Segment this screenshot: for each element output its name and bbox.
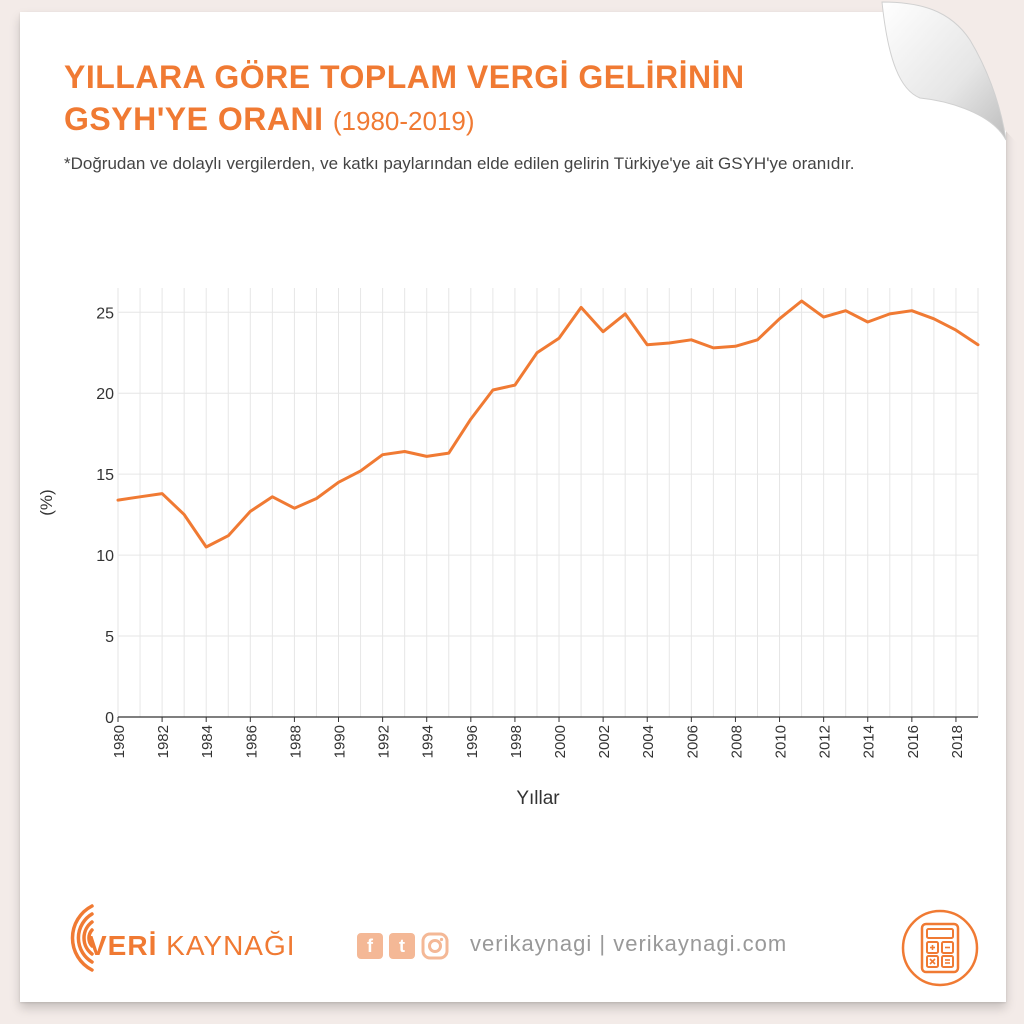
x-tick-label: 1998	[508, 725, 525, 758]
data-point	[139, 495, 142, 498]
data-point	[932, 317, 935, 320]
y-tick-label: 20	[96, 386, 114, 403]
data-point	[491, 388, 494, 391]
x-tick-label: 1992	[376, 725, 393, 758]
chart-title-main: YILLARA GÖRE TOPLAM VERGİ GELİRİNİN GSYH…	[64, 59, 745, 137]
x-tick-label: 2008	[728, 725, 745, 758]
data-point	[205, 546, 208, 549]
data-point	[183, 513, 186, 516]
x-tick-label: 2016	[905, 725, 922, 758]
chart-title-years: (1980-2019)	[332, 106, 475, 136]
y-tick-label: 0	[105, 710, 114, 727]
chart-subtitle: *Doğrudan ve dolaylı vergilerden, ve kat…	[64, 154, 855, 173]
facebook-icon[interactable]: f	[357, 933, 383, 959]
data-point	[337, 481, 340, 484]
line-chart: 0 5 10 15 20 25 1980 1982 1984 1986 1988 1990 1992 19…	[37, 288, 980, 809]
data-point	[624, 312, 627, 315]
x-tick-label: 2004	[640, 725, 657, 758]
x-tick-label: 1988	[287, 725, 304, 758]
series-line	[116, 299, 980, 549]
y-tick-label: 25	[96, 305, 114, 322]
data-point	[535, 351, 538, 354]
data-point	[558, 337, 561, 340]
brand-name-rest: KAYNAĞI	[157, 930, 296, 961]
y-tick-label: 15	[96, 467, 114, 484]
data-point	[425, 455, 428, 458]
x-tick-label: 2002	[596, 725, 613, 758]
x-tick-label: 1984	[199, 725, 216, 758]
data-point	[469, 418, 472, 421]
data-point	[866, 320, 869, 323]
x-tick-label: 2006	[684, 725, 701, 758]
social-handle: verikaynagi | verikaynagi.com	[470, 931, 788, 956]
data-point	[778, 317, 781, 320]
data-point	[646, 343, 649, 346]
data-point	[712, 346, 715, 349]
data-point	[844, 309, 847, 312]
data-point	[161, 492, 164, 495]
x-tick-label: 1990	[332, 725, 349, 758]
data-point	[293, 507, 296, 510]
data-point	[271, 495, 274, 498]
data-point	[690, 338, 693, 341]
data-point	[910, 309, 913, 312]
data-point	[734, 345, 737, 348]
data-point	[580, 306, 583, 309]
data-point	[447, 452, 450, 455]
data-point	[227, 534, 230, 537]
page-curl	[880, 0, 1024, 150]
y-axis-label: (%)	[37, 489, 56, 515]
x-axis-label: Yıllar	[516, 788, 560, 809]
calculator-icon	[901, 909, 979, 987]
y-tick-label: 5	[105, 629, 114, 646]
x-tick-label: 2012	[817, 725, 834, 758]
data-point	[822, 316, 825, 319]
data-point	[403, 450, 406, 453]
brand-name-bold: VERİ	[88, 930, 158, 961]
brand-name: VERİ KAYNAĞI	[88, 930, 296, 962]
x-tick-label: 2010	[773, 725, 790, 758]
data-point	[977, 343, 980, 346]
data-point	[315, 497, 318, 500]
twitter-icon[interactable]: t	[389, 933, 415, 959]
data-point	[756, 338, 759, 341]
data-point	[602, 330, 605, 333]
data-point	[117, 499, 120, 502]
x-tick-label: 1996	[464, 725, 481, 758]
data-point	[359, 469, 362, 472]
data-point	[249, 510, 252, 513]
data-point	[954, 329, 957, 332]
data-point	[800, 299, 803, 302]
data-point	[668, 342, 671, 345]
x-tick-label: 2018	[949, 725, 966, 758]
x-tick-label: 1986	[243, 725, 260, 758]
instagram-icon[interactable]	[421, 932, 449, 960]
x-tick-label: 2000	[552, 725, 569, 758]
data-point	[513, 384, 516, 387]
x-tick-label: 1994	[420, 725, 437, 758]
chart-title: YILLARA GÖRE TOPLAM VERGİ GELİRİNİN GSYH…	[64, 56, 884, 142]
data-point	[381, 453, 384, 456]
x-tick-label: 1980	[111, 725, 128, 758]
y-tick-label: 10	[96, 548, 114, 565]
brand-logo-icon	[70, 904, 94, 972]
x-tick-label: 2014	[861, 725, 878, 758]
social-icons: f t	[357, 932, 449, 960]
x-tick-label: 1982	[155, 725, 172, 758]
data-point	[888, 312, 891, 315]
